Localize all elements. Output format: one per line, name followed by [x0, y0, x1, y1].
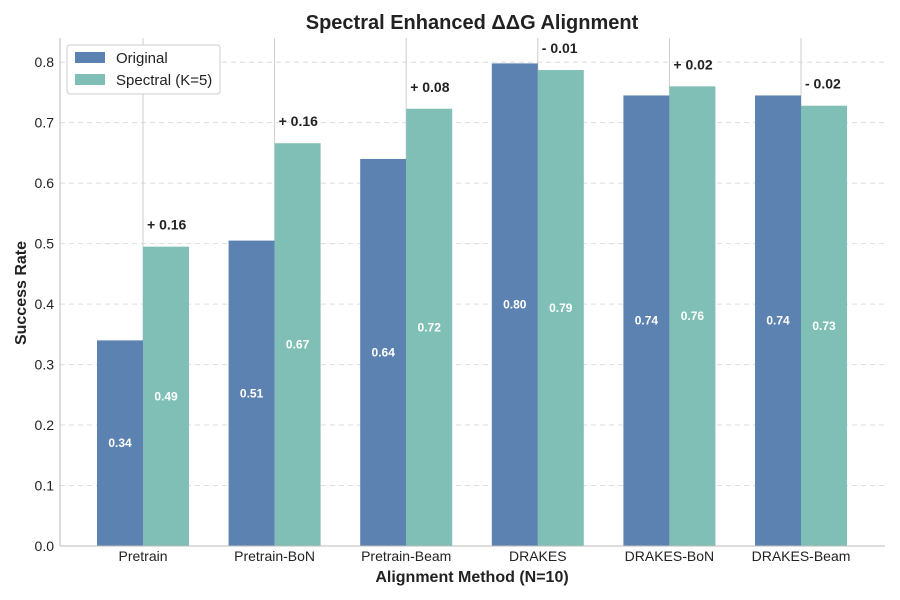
y-tick-label: 0.3 [35, 357, 55, 373]
x-axis-label: Alignment Method (N=10) [375, 569, 568, 586]
y-tick-label: 0.6 [35, 175, 55, 191]
bar-original [623, 95, 670, 546]
x-tick-label: DRAKES-Beam [752, 548, 851, 564]
x-tick-label: DRAKES [509, 548, 567, 564]
value-label-spectral: 0.79 [549, 301, 573, 315]
delta-label: + 0.02 [673, 56, 713, 72]
y-tick-labels: 0.0 0.1 0.2 0.3 0.4 0.5 0.6 0.7 0.8 [35, 54, 55, 554]
legend-swatch-spectral [75, 74, 105, 85]
bar-spectral [537, 70, 584, 547]
grid-lines [60, 61, 885, 487]
y-tick-label: 0.1 [35, 478, 55, 494]
x-tick-label: Pretrain-Beam [361, 548, 451, 564]
value-label-spectral: 0.76 [681, 309, 705, 323]
bar-original [491, 63, 538, 547]
bar-original [97, 340, 143, 546]
value-label-original: 0.64 [372, 345, 396, 359]
value-label-original: 0.74 [635, 314, 659, 328]
y-tick-label: 0.0 [35, 538, 55, 554]
axes [59, 38, 885, 547]
value-label-original: 0.80 [503, 298, 527, 312]
y-tick-label: 0.8 [35, 54, 55, 70]
delta-label: + 0.16 [279, 113, 319, 129]
x-tick-labels: Pretrain Pretrain-BoN Pretrain-Beam DRAKES D… [118, 548, 850, 564]
delta-label: + 0.08 [410, 79, 450, 95]
delta-label: + 0.16 [147, 217, 187, 233]
bar-value-labels: 0.34 0.49 0.51 0.67 0.64 0.72 0.80 0.79 0.74 0.76… [108, 298, 836, 450]
legend: Original Spectral (K=5) [66, 44, 221, 95]
bars [97, 63, 847, 547]
bar-spectral [406, 108, 453, 546]
delta-label: - 0.02 [805, 76, 841, 92]
bar-spectral [274, 143, 321, 546]
x-tick-label: Pretrain [118, 548, 167, 564]
y-tick-label: 0.7 [35, 115, 55, 131]
bar-original [228, 240, 275, 546]
legend-label-original: Original [116, 50, 168, 67]
y-tick-label: 0.2 [35, 417, 55, 433]
value-label-original: 0.51 [240, 386, 264, 400]
y-axis-label: Success Rate [13, 241, 30, 345]
value-label-spectral: 0.72 [418, 320, 442, 334]
bar-original [755, 95, 801, 546]
value-label-spectral: 0.73 [812, 319, 836, 333]
bar-spectral [801, 105, 847, 546]
bar-spectral [669, 86, 716, 546]
value-label-spectral: 0.67 [286, 338, 310, 352]
bar-spectral [143, 246, 189, 546]
delta-labels: + 0.16 + 0.16 + 0.08 - 0.01 + 0.02 - 0.02 [147, 40, 841, 233]
bar-original [360, 158, 407, 546]
y-tick-label: 0.5 [35, 236, 55, 252]
x-tick-label: DRAKES-BoN [625, 548, 714, 564]
value-label-spectral: 0.49 [154, 389, 178, 403]
x-tick-label: Pretrain-BoN [234, 548, 315, 564]
value-label-original: 0.34 [108, 436, 132, 450]
delta-label: - 0.01 [542, 40, 578, 56]
legend-label-spectral: Spectral (K=5) [116, 72, 212, 89]
chart-title: Spectral Enhanced ΔΔG Alignment [306, 12, 639, 34]
value-label-original: 0.74 [766, 314, 790, 328]
legend-box [66, 44, 221, 95]
y-tick-label: 0.4 [35, 296, 55, 312]
legend-swatch-original [75, 52, 105, 63]
